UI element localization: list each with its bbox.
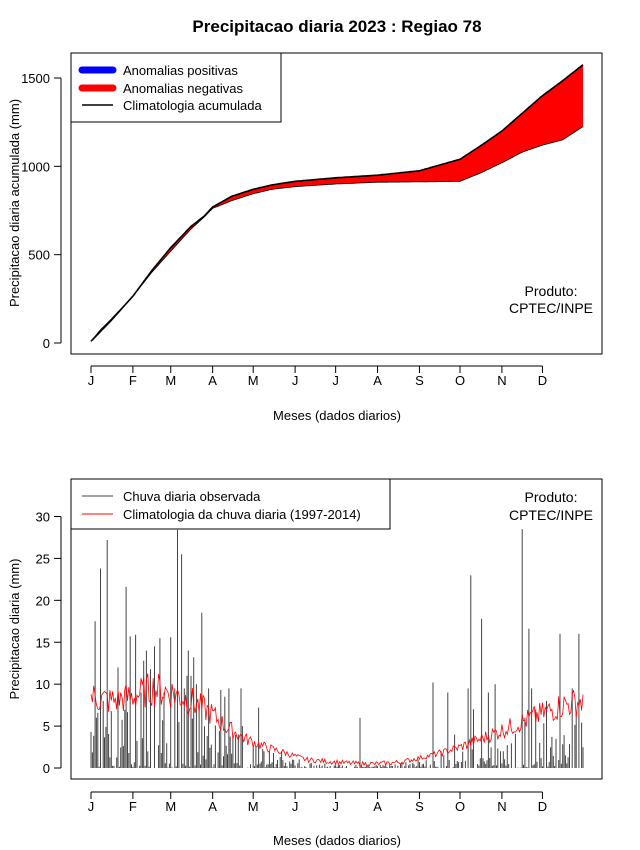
plot1-ytick-label: 1000 xyxy=(21,159,50,174)
legend-label-observed: Chuva diaria observada xyxy=(123,489,261,504)
plot1-frame xyxy=(70,52,603,355)
plot1-annotation-cptec: CPTEC/INPE xyxy=(509,300,593,316)
plot2-xlabel: Meses (dados diarios) xyxy=(273,833,401,848)
plot2-legend: Chuva diaria observada Climatologia da c… xyxy=(70,478,391,530)
plot2-ytick-label: 10 xyxy=(36,677,50,692)
plot1-xtick-label: M xyxy=(248,373,259,388)
legend-label-climatology-daily: Climatologia da chuva diaria (1997-2014) xyxy=(123,507,361,522)
cumulative-chart: 0 500 1000 1500 J F M A M J J A S O N D Precipitacao d… xyxy=(7,52,603,423)
plot1-ytick-label: 0 xyxy=(43,336,50,351)
plot2-annotation-cptec: CPTEC/INPE xyxy=(509,507,593,523)
plot2-ytick-label: 25 xyxy=(36,551,50,566)
daily-chart: 0 5 10 15 20 25 30 J F M A M J J A S O N D Precipitacao d… xyxy=(7,478,603,848)
plot1-xlabel: Meses (dados diarios) xyxy=(273,408,401,423)
plot2-xtick-label: J xyxy=(292,799,299,814)
plot1-xtick-label: A xyxy=(208,373,217,388)
plot2-xtick-label: J xyxy=(88,799,95,814)
plot2-xtick-label: A xyxy=(373,799,382,814)
plot2-ytick-label: 15 xyxy=(36,635,50,650)
legend-label-positive: Anomalias positivas xyxy=(123,63,238,78)
plot2-ytick-label: 5 xyxy=(43,719,50,734)
plot1-xtick-label: J xyxy=(292,373,299,388)
plot2-xtick-label: F xyxy=(129,799,137,814)
plot2-ytick-label: 30 xyxy=(36,510,50,525)
plot1-xtick-label: S xyxy=(415,373,424,388)
plot1-xtick-label: F xyxy=(129,373,137,388)
plot1-xtick-label: J xyxy=(332,373,339,388)
plot1-ylabel: Precipitacao diaria acumulada (mm) xyxy=(7,99,22,307)
plot1-legend: Anomalias positivas Anomalias negativas … xyxy=(70,52,282,123)
legend-label-climatology: Climatologia acumulada xyxy=(123,98,263,113)
plot2-ytick-label: 20 xyxy=(36,593,50,608)
daily-climatology-line xyxy=(90,673,584,767)
plot1-xtick-label: O xyxy=(455,373,465,388)
plot2-xtick-label: S xyxy=(415,799,424,814)
plot2-ylabel: Precipitacao diaria (mm) xyxy=(7,559,22,700)
plot2-xtick-label: N xyxy=(497,799,506,814)
plot2-xtick-label: D xyxy=(538,799,547,814)
plot1-ytick-label: 1500 xyxy=(21,71,50,86)
observed-cumulative-line xyxy=(90,126,584,342)
plot2-annotation-produto: Produto: xyxy=(525,489,578,505)
plot1-annotation-produto: Produto: xyxy=(525,283,578,299)
figure-title: Precipitacao diaria 2023 : Regiao 78 xyxy=(192,17,481,36)
legend-label-negative: Anomalias negativas xyxy=(123,81,243,96)
plot1-xtick-label: A xyxy=(373,373,382,388)
plot2-xtick-label: J xyxy=(332,799,339,814)
plot1-y-axis: 0 500 1000 1500 xyxy=(21,71,62,351)
plot2-xtick-label: M xyxy=(248,799,259,814)
plot2-y-axis: 0 5 10 15 20 25 30 xyxy=(36,510,62,776)
plot2-xtick-label: O xyxy=(455,799,465,814)
plot1-xtick-label: J xyxy=(88,373,95,388)
plot2-legend-box xyxy=(70,478,391,530)
plot2-ytick-label: 0 xyxy=(43,761,50,776)
climatology-cumulative-line xyxy=(90,64,584,342)
plot2-xtick-label: M xyxy=(165,799,176,814)
plot1-ytick-label: 500 xyxy=(28,248,50,263)
plot1-xtick-label: D xyxy=(538,373,547,388)
plot1-xtick-label: N xyxy=(497,373,506,388)
plot1-xtick-label: M xyxy=(165,373,176,388)
plot2-xtick-label: A xyxy=(208,799,217,814)
